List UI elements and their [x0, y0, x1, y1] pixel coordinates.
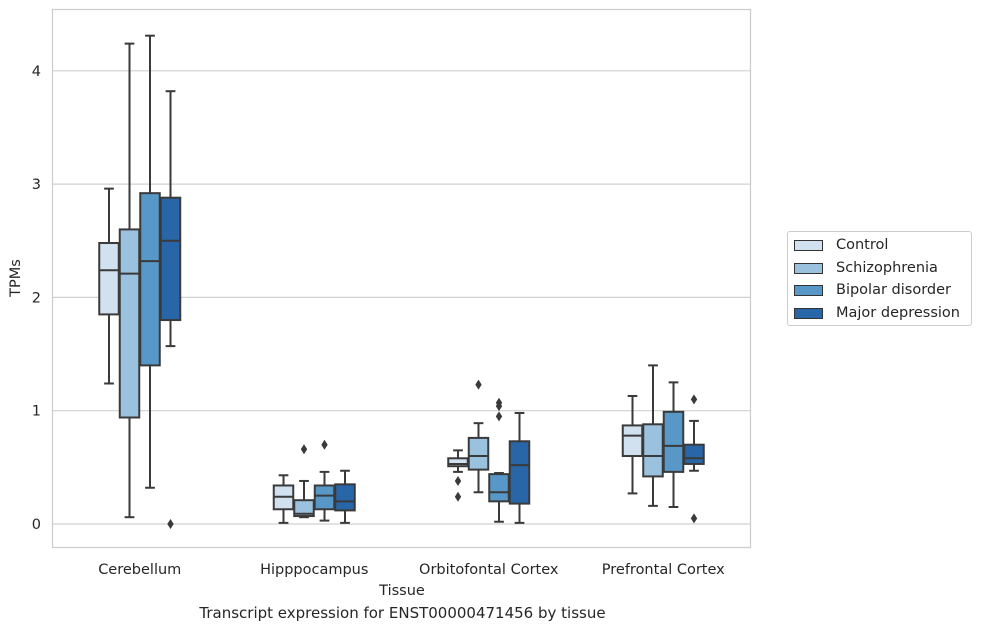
box-prefrontal-cortex-bipolar-disorder [662, 381, 685, 509]
box-body [621, 424, 644, 458]
box-hipppocampus-bipolar-disorder [313, 439, 336, 522]
box-cerebellum-control [98, 187, 120, 385]
outlier-point [454, 491, 462, 502]
box-orbitofontal-cortex-schizophrenia [467, 379, 490, 494]
legend-item-schizophrenia: Schizophrenia [794, 259, 938, 277]
outlier-point [167, 519, 174, 529]
boxes [98, 34, 705, 529]
box-cerebellum-major-depression [159, 90, 182, 529]
legend-item-bipolar-disorder: Bipolar disorder [794, 281, 951, 299]
legend-label-major-depression: Major depression [836, 305, 960, 321]
y-tick-label-4: 4 [32, 64, 41, 80]
outlier-point [300, 444, 308, 455]
box-orbitofontal-cortex-control [447, 449, 469, 502]
box-body [642, 423, 664, 478]
outlier-point [321, 439, 328, 450]
box-body [334, 483, 356, 512]
box-hipppocampus-schizophrenia [293, 444, 315, 519]
outlier-point [690, 513, 698, 524]
box-body [488, 473, 510, 503]
chart-caption: Transcript expression for ENST0000047145… [199, 604, 606, 622]
box-body [98, 242, 120, 316]
box-orbitofontal-cortex-major-depression [508, 411, 531, 524]
box-body [662, 410, 685, 473]
outlier-point [454, 475, 462, 486]
x-tick-label-hipppocampus: Hipppocampus [260, 562, 368, 578]
legend-swatch-bipolar-disorder [794, 284, 823, 296]
legend-swatch-major-depression [794, 307, 823, 319]
outlier-point [475, 379, 482, 390]
outlier-point [495, 411, 503, 422]
legend-item-major-depression: Major depression [794, 304, 960, 322]
box-body [139, 192, 161, 367]
x-axis-ticks: Cerebellum Hipppocampus Orbitofontal Corte… [98, 562, 725, 578]
box-body [118, 228, 141, 419]
legend-swatch-control [794, 239, 823, 251]
y-tick-label-3: 3 [32, 177, 41, 193]
box-body [447, 457, 469, 468]
y-axis-label: TPMs [8, 259, 24, 298]
y-axis-ticks: 0 1 2 3 4 [32, 64, 41, 533]
box-body [683, 443, 705, 465]
y-tick-label-2: 2 [32, 290, 41, 306]
x-axis-label: Tissue [378, 583, 425, 599]
outlier-point [690, 394, 698, 405]
outlier-point [495, 401, 503, 412]
box-prefrontal-cortex-schizophrenia [642, 364, 664, 507]
legend-swatch-schizophrenia [794, 262, 823, 274]
y-tick-label-0: 0 [32, 517, 41, 533]
legend-item-control: Control [794, 236, 888, 254]
legend-label-schizophrenia: Schizophrenia [836, 260, 938, 276]
x-tick-label-prefrontal-cortex: Prefrontal Cortex [602, 562, 725, 578]
box-hipppocampus-major-depression [334, 469, 356, 524]
box-body [508, 440, 531, 505]
box-body [467, 436, 490, 471]
box-prefrontal-cortex-major-depression [683, 394, 705, 524]
legend-label-control: Control [836, 237, 889, 253]
box-hipppocampus-control [272, 474, 295, 524]
y-tick-label-1: 1 [32, 404, 41, 420]
box-cerebellum-schizophrenia [118, 42, 141, 519]
plot-frame [51, 8, 752, 549]
x-tick-label-cerebellum: Cerebellum [98, 562, 181, 578]
box-cerebellum-bipolar-disorder [139, 34, 161, 489]
box-body [313, 484, 336, 511]
box-body [159, 196, 182, 322]
box-orbitofontal-cortex-bipolar-disorder [488, 397, 510, 523]
x-tick-label-orbitofontal-cortex: Orbitofontal Cortex [419, 562, 559, 578]
legend-label-bipolar-disorder: Bipolar disorder [836, 282, 951, 298]
legend: Control Schizophrenia Bipolar disorder M… [787, 231, 972, 326]
